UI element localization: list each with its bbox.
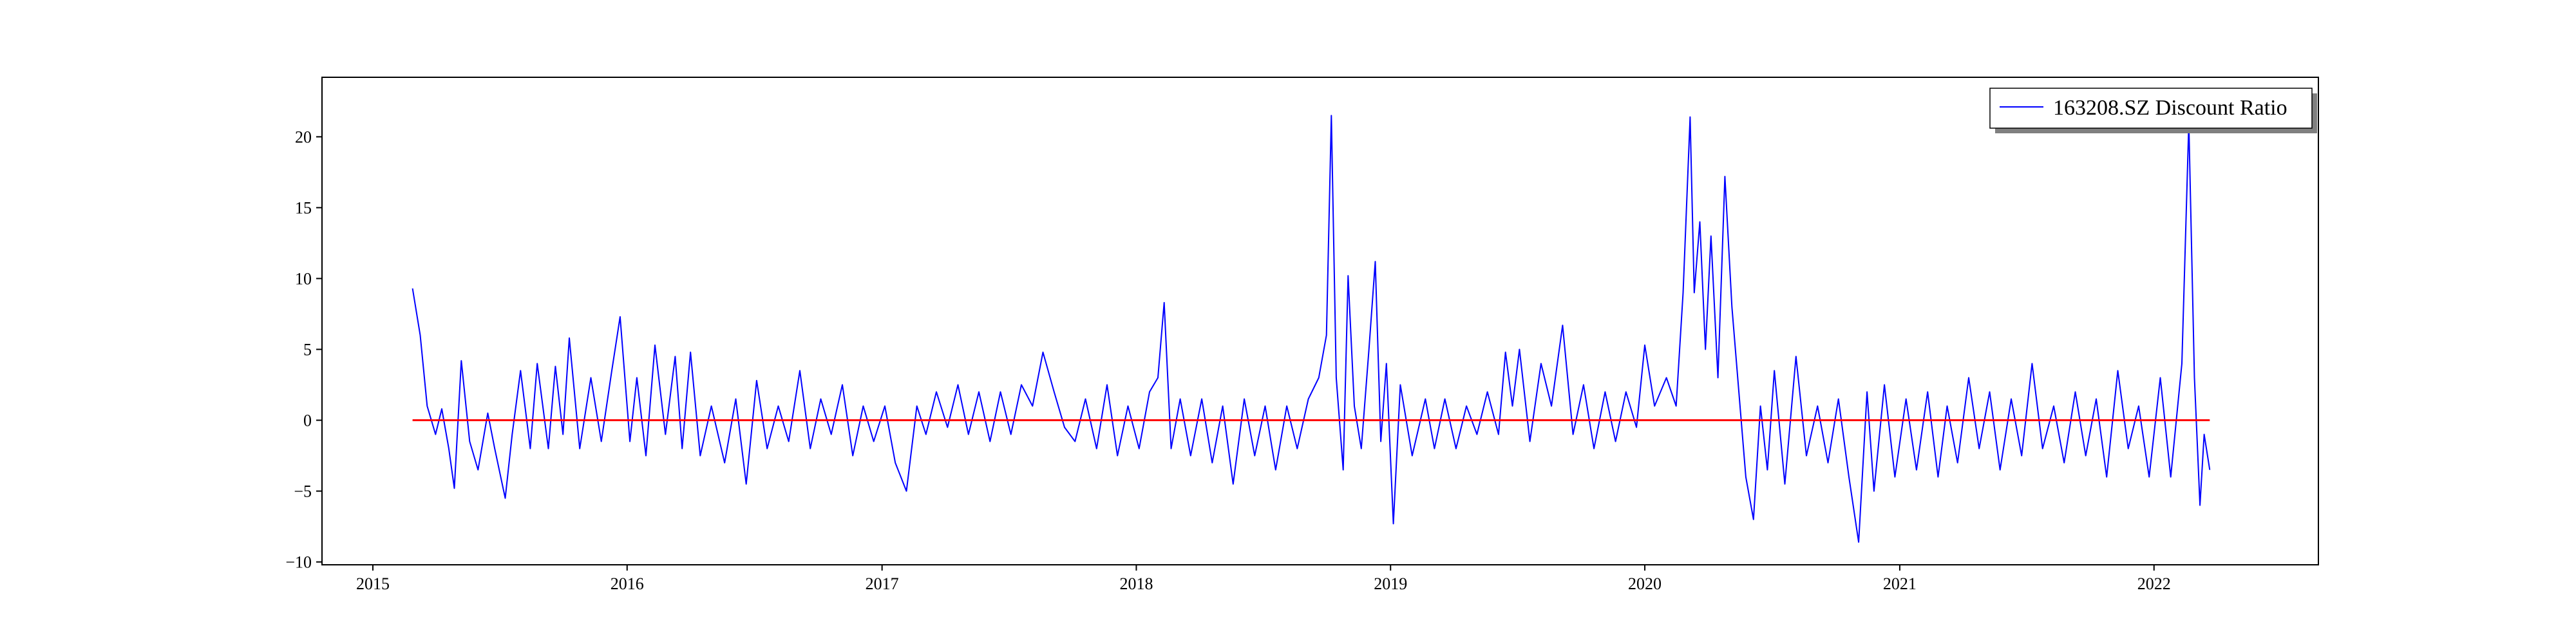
x-tick-label: 2020 bbox=[1628, 574, 1662, 593]
y-tick-label: 0 bbox=[303, 412, 312, 430]
y-tick-label: 10 bbox=[295, 269, 312, 288]
y-tick-label: 20 bbox=[295, 128, 312, 146]
series-line-discount-ratio bbox=[412, 115, 2211, 543]
x-tick-label: 2019 bbox=[1374, 574, 1407, 593]
legend: 163208.SZ Discount Ratio bbox=[1989, 88, 2317, 133]
x-axis: 2015 2016 2017 2018 2019 2020 2021 2022 bbox=[356, 565, 2171, 593]
y-tick-label: 15 bbox=[295, 198, 312, 217]
y-tick-label: −10 bbox=[285, 553, 312, 572]
x-tick-label: 2022 bbox=[2137, 574, 2171, 593]
plot-frame bbox=[321, 77, 2319, 565]
legend-label: 163208.SZ Discount Ratio bbox=[2053, 96, 2287, 120]
x-tick-label: 2021 bbox=[1883, 574, 1917, 593]
x-tick-label: 2018 bbox=[1119, 574, 1153, 593]
y-tick-label: −5 bbox=[294, 482, 312, 501]
y-axis: −10 −5 0 5 10 15 20 bbox=[285, 128, 322, 572]
x-tick-label: 2017 bbox=[866, 574, 899, 593]
plot-area bbox=[412, 115, 2211, 543]
x-tick-label: 2016 bbox=[611, 574, 644, 593]
y-tick-label: 5 bbox=[303, 341, 312, 359]
legend-box bbox=[1989, 88, 2313, 129]
x-tick-label: 2015 bbox=[356, 574, 390, 593]
